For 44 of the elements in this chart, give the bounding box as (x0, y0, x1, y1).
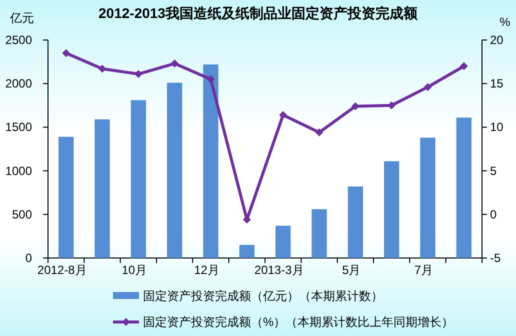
y-tick-label: 1000 (5, 164, 32, 178)
point (62, 49, 70, 58)
chart-title: 2012-2013我国造纸及纸制品业固定资产投资完成额 (98, 5, 418, 21)
y2-tick-label: 0 (490, 207, 497, 222)
bar (384, 161, 400, 258)
y2-tick-label: -5 (490, 251, 501, 265)
x-tick-label: 2012-8月 (37, 263, 87, 277)
point (315, 128, 324, 136)
y-tick-label: 2500 (5, 33, 32, 47)
y2-tick-label: 10 (490, 120, 504, 134)
point (279, 110, 288, 119)
bar (166, 82, 182, 258)
point (424, 83, 432, 92)
bar (420, 138, 436, 258)
x-tick-label: 5月 (342, 263, 361, 277)
legend-label: 固定资产投资完成额（亿元）（本期累计数） (143, 289, 383, 303)
legend-label: 固定资产投资完成额（%）（本期累计数比上年同期增长） (143, 315, 454, 329)
point (460, 62, 468, 70)
point (206, 75, 215, 84)
x-tick-label: 12月 (194, 263, 220, 277)
y-tick-label: 2000 (5, 76, 32, 91)
bar (58, 136, 74, 258)
x-tick-label: 2013-3月 (254, 263, 304, 277)
point (98, 64, 106, 73)
bar (275, 226, 291, 258)
bar (239, 244, 255, 258)
point (170, 60, 179, 68)
x-tick-label: 10月 (122, 263, 148, 277)
y2-tick-label: 5 (490, 164, 497, 178)
bar (94, 119, 110, 258)
point (351, 102, 360, 110)
x-tick-label: 7月 (414, 263, 434, 277)
y-tick-label: 1500 (5, 120, 32, 134)
bar (456, 118, 472, 258)
y2-axis-title: % (500, 15, 511, 29)
y-tick-label: 500 (12, 207, 32, 222)
bar (203, 64, 218, 258)
y-axis-title: 亿元 (9, 11, 34, 25)
bar (130, 100, 146, 258)
y2-tick-label: 15 (490, 76, 504, 91)
y2-tick-label: 20 (490, 33, 504, 47)
bar (312, 209, 327, 258)
bar (348, 186, 364, 258)
y-tick-label: 0 (25, 251, 32, 265)
